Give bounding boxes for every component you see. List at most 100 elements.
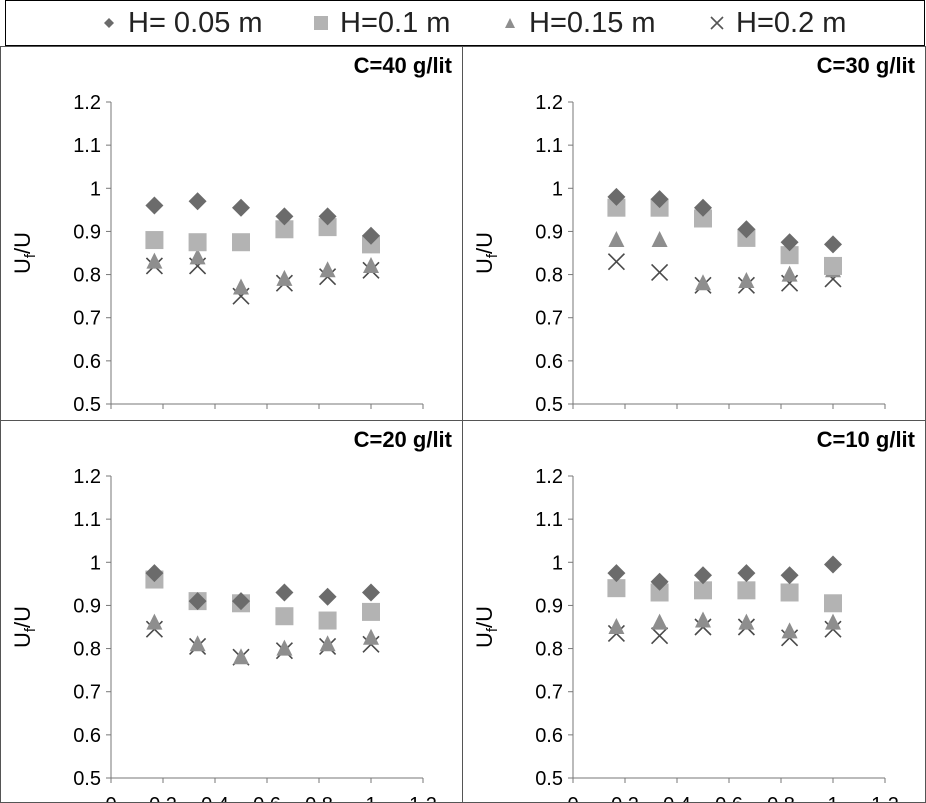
x-tick-label: 1 <box>365 794 376 803</box>
x-tick-label: 0 <box>105 794 116 803</box>
data-point-square <box>275 220 294 239</box>
legend-item-h005: H= 0.05 m <box>98 1 263 45</box>
chart-plot: 0.50.60.70.80.911.11.200.20.40.60.811.2X… <box>472 466 899 803</box>
data-point-diamond <box>650 190 669 209</box>
y-tick-label: 1 <box>552 552 563 574</box>
data-point-diamond <box>145 564 164 583</box>
y-tick-label: 1.1 <box>535 509 563 531</box>
data-point-diamond <box>824 555 842 574</box>
data-point-triangle <box>738 613 755 630</box>
data-point-triangle <box>695 611 711 628</box>
data-point-diamond <box>737 564 756 583</box>
data-point-diamond <box>232 592 250 611</box>
y-axis-label: Uf/U <box>472 232 501 274</box>
data-point-triangle <box>189 635 206 652</box>
y-tick-label: 1.1 <box>73 135 101 157</box>
data-point-square <box>824 256 842 275</box>
x-tick-label: 0.2 <box>149 794 177 803</box>
y-tick-label: 1 <box>552 178 563 200</box>
data-point-diamond <box>318 207 337 226</box>
x-tick-label: 0.4 <box>663 794 691 803</box>
data-point-triangle <box>608 231 625 248</box>
y-tick-label: 0.6 <box>535 351 563 373</box>
data-point-square <box>607 579 626 598</box>
y-tick-label: 0.8 <box>73 639 101 661</box>
chart-panel: 0.50.60.70.80.911.11.200.20.40.60.811.2X… <box>462 420 926 803</box>
data-point-triangle <box>363 256 379 273</box>
data-point-square <box>607 198 626 217</box>
y-tick-label: 0.7 <box>535 308 563 330</box>
data-point-diamond <box>188 192 207 211</box>
chart-plot: 0.50.60.70.80.911.11.200.20.40.60.811.2X… <box>10 92 424 416</box>
y-tick-label: 1.2 <box>535 92 563 114</box>
legend-label: H=0.2 m <box>736 6 847 39</box>
y-tick-label: 0.7 <box>73 308 101 330</box>
data-point-triangle <box>319 635 336 652</box>
chart-panel: 0.50.60.70.80.911.11.200.20.40.60.811.2X… <box>0 420 463 803</box>
y-tick-label: 1 <box>90 178 101 200</box>
data-point-triangle <box>651 231 668 248</box>
data-point-triangle <box>363 628 379 645</box>
data-point-square <box>737 581 756 600</box>
data-point-cross <box>651 263 669 281</box>
legend-item-h015: H=0.15 m <box>499 1 656 45</box>
data-point-square <box>318 611 337 630</box>
y-tick-label: 0.8 <box>535 265 563 287</box>
data-point-diamond <box>145 196 164 215</box>
y-tick-label: 1.2 <box>73 92 101 114</box>
y-tick-label: 0.6 <box>73 351 101 373</box>
data-point-square <box>650 583 669 602</box>
legend-label: H=0.1 m <box>340 6 451 39</box>
y-axis-label: Uf/U <box>10 606 39 648</box>
data-point-triangle <box>825 613 841 630</box>
y-tick-label: 0.5 <box>73 394 101 416</box>
data-point-square <box>694 209 712 228</box>
data-point-square <box>824 594 842 613</box>
y-tick-label: 0.5 <box>73 768 101 790</box>
diamond-marker-icon <box>104 18 114 28</box>
chart-title: C=10 g/lit <box>816 427 915 452</box>
data-point-triangle <box>651 613 668 630</box>
chart-panel: 0.50.60.70.80.911.11.200.20.40.60.811.2X… <box>0 46 463 421</box>
data-point-square <box>318 218 337 237</box>
data-point-square <box>275 607 294 626</box>
y-tick-label: 1 <box>90 552 101 574</box>
data-point-diamond <box>824 235 842 254</box>
x-tick-label: 1 <box>827 794 838 803</box>
cross-marker-icon <box>710 16 724 30</box>
y-tick-label: 0.7 <box>535 682 563 704</box>
y-tick-label: 0.8 <box>73 265 101 287</box>
data-point-triangle <box>608 618 625 634</box>
x-tick-label: 0.4 <box>201 794 229 803</box>
chart-panels: 0.50.60.70.80.911.11.200.20.40.60.811.2X… <box>0 46 926 803</box>
data-point-triangle <box>276 269 293 286</box>
y-tick-label: 0.6 <box>535 725 563 747</box>
x-tick-label: 0.8 <box>767 794 795 803</box>
data-point-diamond <box>694 198 712 217</box>
triangle-marker-icon <box>505 18 515 28</box>
y-tick-label: 0.6 <box>73 725 101 747</box>
data-point-diamond <box>362 583 380 602</box>
data-point-diamond <box>275 207 294 226</box>
data-point-triangle <box>189 248 206 265</box>
data-point-square <box>145 231 164 250</box>
data-point-square <box>232 233 250 252</box>
square-marker-icon <box>314 16 328 30</box>
legend-item-h02: H=0.2 m <box>706 1 846 45</box>
data-point-triangle <box>319 261 336 278</box>
data-point-square <box>694 581 712 600</box>
chart-panel: 0.50.60.70.80.911.11.200.20.40.60.811.2X… <box>462 46 926 421</box>
x-tick-label: 0.6 <box>715 794 743 803</box>
chart-plot: 0.50.60.70.80.911.11.200.20.40.60.811.2X… <box>10 466 437 803</box>
y-axis-label: Uf/U <box>10 232 39 274</box>
y-tick-label: 0.9 <box>535 221 563 243</box>
data-point-triangle <box>276 639 293 656</box>
data-point-diamond <box>232 198 250 217</box>
data-point-triangle <box>738 272 755 289</box>
data-point-diamond <box>188 592 207 611</box>
legend-item-h01: H=0.1 m <box>310 1 450 45</box>
x-tick-label: 0 <box>567 794 578 803</box>
y-tick-label: 1.1 <box>73 509 101 531</box>
data-point-triangle <box>695 274 711 291</box>
data-point-triangle <box>146 613 163 630</box>
